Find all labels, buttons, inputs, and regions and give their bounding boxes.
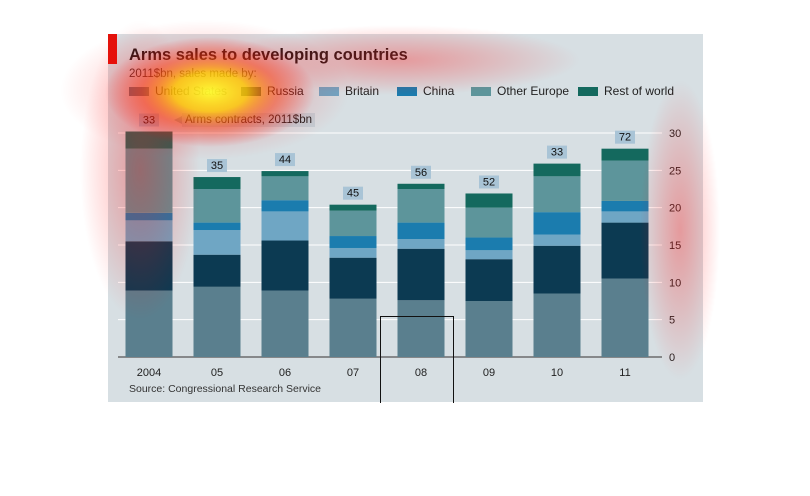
bar-segment-britain xyxy=(397,239,445,249)
bar-segment-britain xyxy=(601,211,649,223)
total-label-box xyxy=(479,175,499,189)
y-tick-label: 20 xyxy=(669,203,681,215)
bar-segment-rest-of-world xyxy=(601,148,649,161)
bar-segment-united-states xyxy=(125,290,173,357)
x-tick-label: 11 xyxy=(619,367,630,379)
bar-segment-rest-of-world xyxy=(193,177,241,189)
bar-segment-russia xyxy=(329,257,377,299)
selection-bracket xyxy=(380,316,454,403)
bar-segment-united-states xyxy=(193,286,241,357)
bar-segment-other-europe xyxy=(601,160,649,201)
bar-segment-united-states xyxy=(465,301,513,357)
bar-segment-china xyxy=(533,212,581,235)
bar-segment-russia xyxy=(397,248,445,301)
bar-segment-other-europe xyxy=(329,210,377,237)
bar-segment-united-states xyxy=(601,278,649,357)
bar-segment-russia xyxy=(533,245,581,294)
bar-segment-china xyxy=(329,236,377,248)
y-tick-label: 5 xyxy=(669,315,675,327)
bar-segment-united-states xyxy=(261,290,309,357)
bar-segment-russia xyxy=(261,240,309,291)
total-label: 56 xyxy=(415,167,427,179)
bar-segment-rest-of-world xyxy=(533,163,581,177)
bar-segment-china xyxy=(601,200,649,212)
bar-segment-rest-of-world xyxy=(397,183,445,189)
bar-segment-russia xyxy=(601,222,649,279)
x-tick-label: 2004 xyxy=(137,367,161,379)
bar-segment-united-states xyxy=(397,300,445,357)
total-label: 52 xyxy=(483,176,495,188)
bar-segment-china xyxy=(397,222,445,240)
bar-segment-russia xyxy=(465,259,513,301)
bar-segment-britain xyxy=(465,250,513,260)
total-label: 72 xyxy=(619,132,631,144)
x-tick-label: 10 xyxy=(551,367,563,379)
total-label: 33 xyxy=(551,147,563,159)
y-tick-label: 0 xyxy=(669,352,675,364)
bar-segment-russia xyxy=(125,241,173,291)
bar-segment-other-europe xyxy=(397,189,445,223)
y-tick-label: 10 xyxy=(669,277,681,289)
bar-segment-britain xyxy=(193,230,241,255)
bar-segment-united-states xyxy=(329,298,377,357)
bar-segment-britain xyxy=(125,220,173,242)
y-tick-label: 25 xyxy=(669,165,681,177)
y-tick-label: 15 xyxy=(669,240,681,252)
x-tick-label: 09 xyxy=(483,367,495,379)
bar-segment-russia xyxy=(193,254,241,287)
total-label-box xyxy=(207,159,227,173)
bar-segment-other-europe xyxy=(261,176,309,201)
bar-segment-britain xyxy=(261,211,309,241)
legend-swatch xyxy=(578,87,598,96)
bar-segment-other-europe xyxy=(193,189,241,223)
bar-segment-other-europe xyxy=(533,176,581,213)
total-label: 44 xyxy=(279,154,291,166)
bar-segment-other-europe xyxy=(465,207,513,238)
bar-segment-china xyxy=(193,222,241,231)
chart-source: Source: Congressional Research Service xyxy=(129,383,322,395)
bar-segment-china xyxy=(465,237,513,251)
bar-segment-other-europe xyxy=(125,148,173,213)
y-tick-label: 30 xyxy=(669,128,681,140)
total-label: 45 xyxy=(347,188,359,200)
bar-segment-rest-of-world xyxy=(329,204,377,211)
bar-segment-china xyxy=(125,212,173,221)
total-label-box xyxy=(343,186,363,200)
total-label-box xyxy=(547,145,567,159)
total-label-box xyxy=(411,165,431,179)
bar-segment-united-states xyxy=(533,293,581,357)
bar-segment-rest-of-world xyxy=(261,171,309,177)
bar-segment-britain xyxy=(533,234,581,246)
x-tick-label: 07 xyxy=(347,367,359,379)
bar-segment-china xyxy=(261,200,309,212)
bar-segment-rest-of-world xyxy=(465,193,513,208)
total-label: 35 xyxy=(211,160,223,172)
x-tick-label: 08 xyxy=(415,367,427,379)
bar-segment-britain xyxy=(329,247,377,258)
total-label-box xyxy=(615,130,635,144)
total-label: 33 xyxy=(143,115,155,127)
x-tick-label: 06 xyxy=(279,367,291,379)
x-tick-label: 05 xyxy=(211,367,223,379)
bar-segment-rest-of-world xyxy=(125,131,173,149)
